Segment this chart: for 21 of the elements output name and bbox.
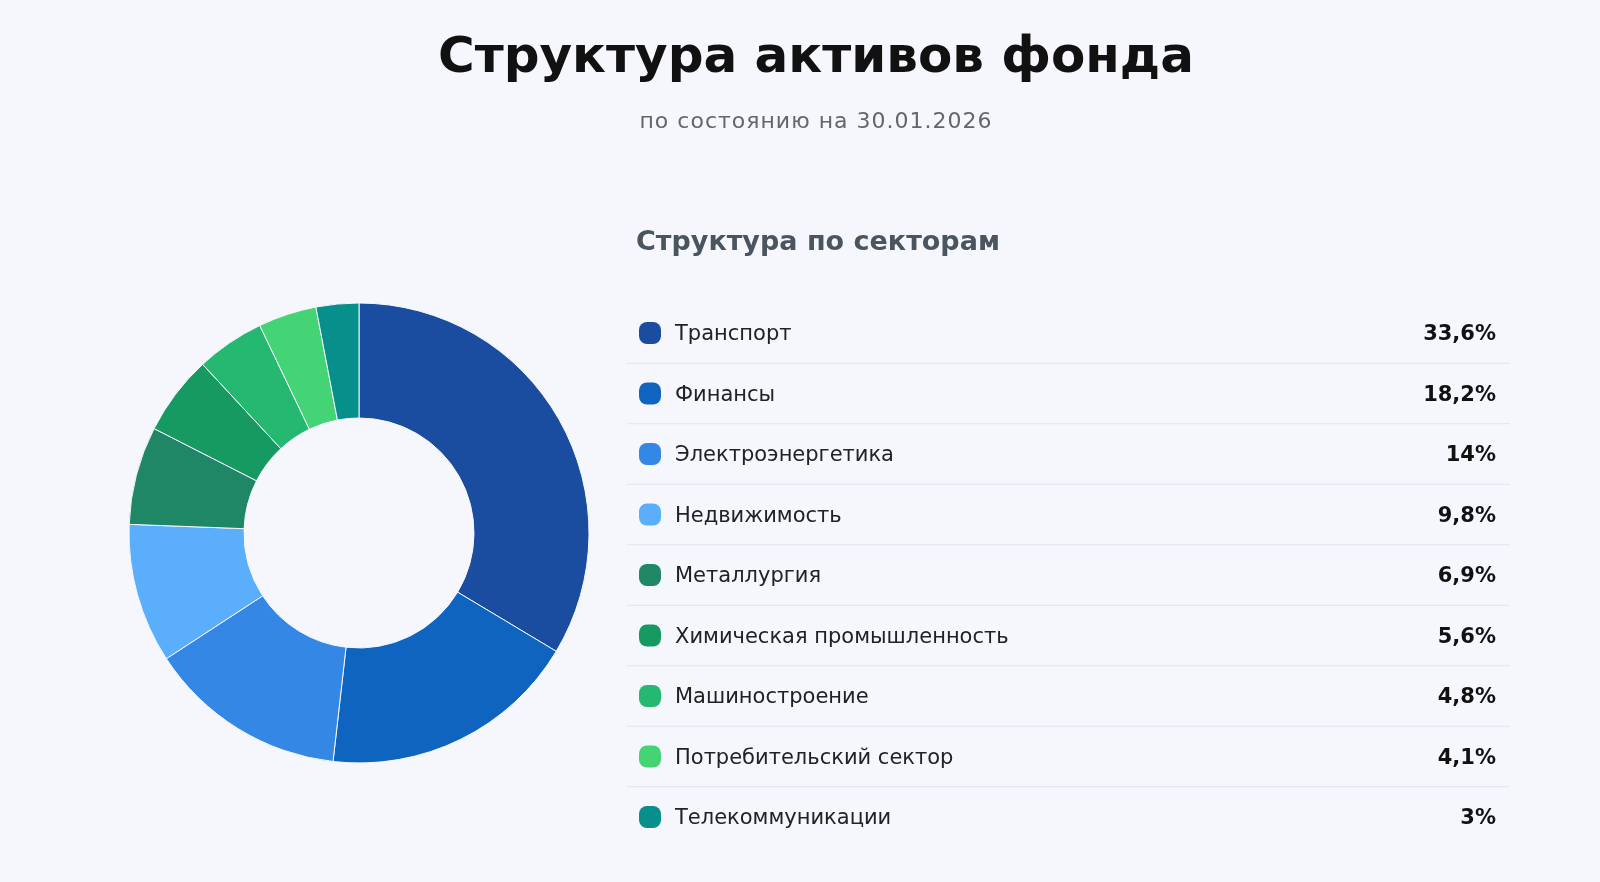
legend-label: Потребительский сектор — [675, 744, 954, 769]
legend-label: Недвижимость — [675, 502, 842, 527]
legend-label: Машиностроение — [675, 684, 869, 708]
data-label: 6,9% — [1437, 563, 1496, 587]
data-label: 4,8% — [1437, 684, 1496, 708]
chart-subtitle: по состоянию на 30.01.2026 — [639, 108, 993, 133]
data-label: 4,1% — [1437, 744, 1496, 769]
legend-label: Электроэнергетика — [675, 442, 894, 466]
data-label: 3% — [1460, 805, 1496, 829]
legend-label: Транспорт — [674, 321, 792, 345]
data-label: 9,8% — [1437, 502, 1496, 527]
chart-title: Структура активов фонда — [438, 26, 1194, 84]
data-label: 14% — [1445, 442, 1496, 466]
legend-label: Телекоммуникации — [674, 805, 892, 829]
text: Структура по секторам — [636, 225, 1000, 256]
legend-label: Химическая промышленность — [675, 623, 1009, 648]
data-label: 18,2% — [1423, 381, 1496, 406]
legend-label: Металлургия — [675, 563, 822, 587]
data-label: 33,6% — [1423, 321, 1496, 345]
data-label: 5,6% — [1437, 623, 1496, 648]
legend-label: Финансы — [675, 381, 776, 406]
